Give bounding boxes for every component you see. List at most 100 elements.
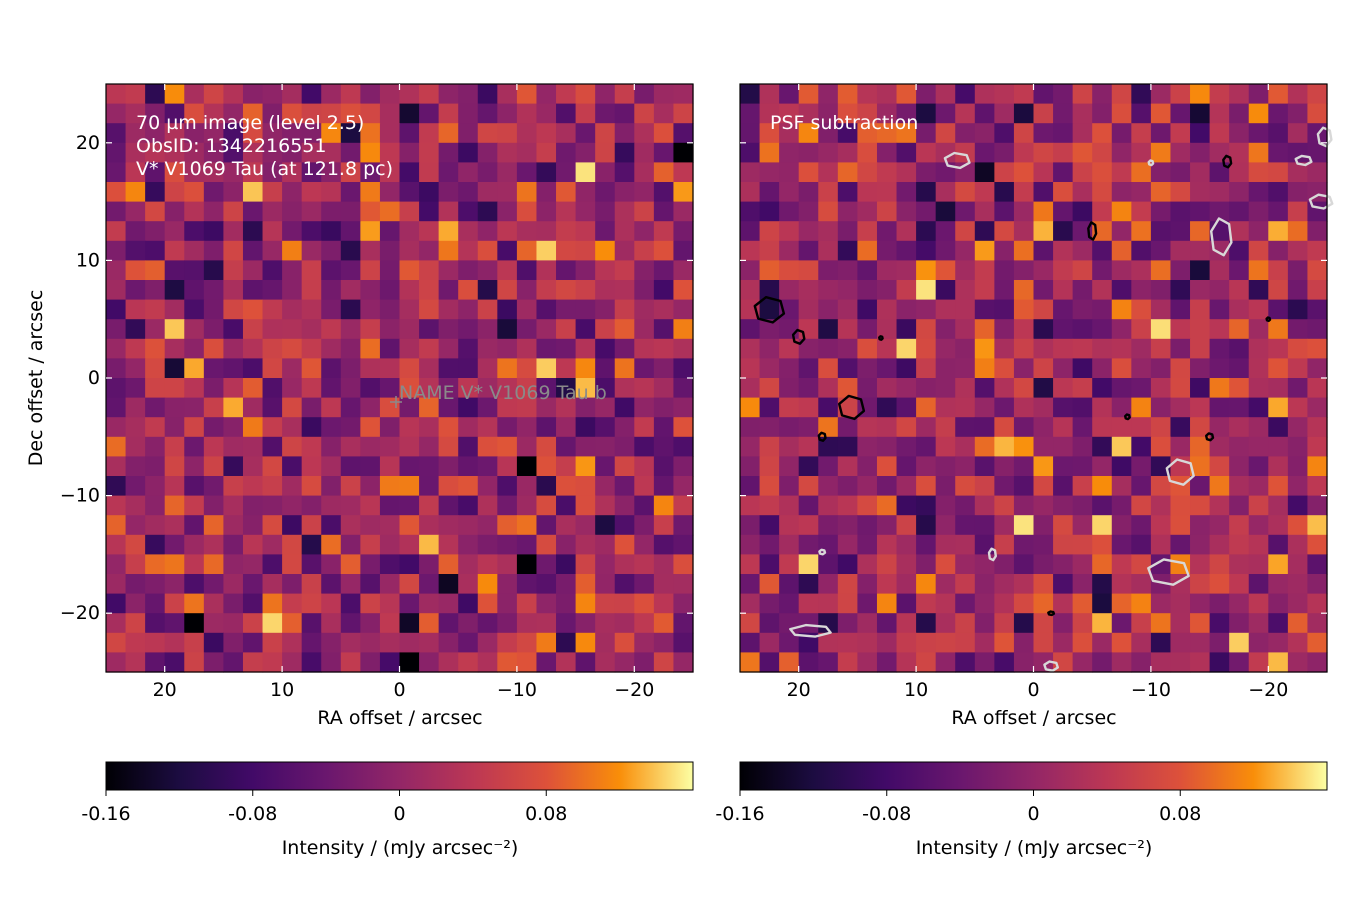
heatmap-cell: [935, 319, 956, 340]
heatmap-cell: [360, 495, 381, 516]
heatmap-cell: [145, 534, 166, 555]
heatmap-cell: [203, 182, 224, 203]
heatmap-cell: [837, 221, 858, 242]
heatmap-cell: [1092, 534, 1113, 555]
heatmap-cell: [1072, 593, 1093, 614]
heatmap-cell: [438, 319, 459, 340]
heatmap-cell: [575, 201, 596, 222]
heatmap-cell: [1131, 652, 1152, 673]
heatmap-cell: [1190, 201, 1211, 222]
heatmap-cell: [896, 632, 917, 653]
heatmap-cell: [798, 534, 819, 555]
heatmap-cell: [759, 397, 780, 418]
heatmap-cell: [837, 142, 858, 163]
heatmap-cell: [516, 554, 538, 575]
heatmap-cell: [818, 201, 839, 222]
heatmap-cell: [399, 632, 420, 653]
heatmap-cell: [360, 534, 381, 555]
heatmap-cell: [282, 240, 303, 261]
heatmap-cell: [1287, 182, 1309, 203]
heatmap-cell: [399, 476, 420, 497]
heatmap-cell: [516, 201, 538, 222]
heatmap-cell: [974, 103, 995, 124]
heatmap-cell: [1111, 201, 1132, 222]
heatmap-cell: [497, 456, 518, 477]
heatmap-cell: [779, 554, 800, 575]
heatmap-cell: [516, 593, 538, 614]
heatmap-cell: [242, 593, 264, 614]
heatmap-cell: [145, 436, 166, 457]
heatmap-cell: [516, 495, 538, 516]
heatmap-cell: [301, 221, 322, 242]
heatmap-cell: [340, 280, 361, 301]
heatmap-cell: [857, 319, 878, 340]
heatmap-cell: [262, 476, 283, 497]
heatmap-cell: [1190, 260, 1211, 281]
heatmap-cell: [916, 221, 937, 242]
heatmap-cell: [779, 593, 800, 614]
heatmap-cell: [595, 397, 616, 418]
heatmap-cell: [360, 201, 381, 222]
heatmap-cell: [1170, 417, 1191, 438]
heatmap-cell: [164, 103, 185, 124]
heatmap-cell: [673, 456, 694, 477]
heatmap-cell: [1072, 534, 1093, 555]
heatmap-cell: [106, 319, 127, 340]
heatmap-cell: [1092, 221, 1113, 242]
heatmap-cell: [458, 632, 479, 653]
heatmap-cell: [653, 221, 675, 242]
heatmap-cell: [419, 221, 440, 242]
heatmap-cell: [614, 613, 635, 634]
heatmap-cell: [1307, 476, 1328, 497]
heatmap-cell: [759, 515, 780, 536]
heatmap-cell: [1053, 358, 1074, 379]
heatmap-cell: [1209, 515, 1230, 536]
heatmap-cell: [1150, 182, 1172, 203]
heatmap-cell: [1131, 299, 1152, 320]
heatmap-cell: [399, 554, 420, 575]
heatmap-cell: [818, 280, 839, 301]
heatmap-cell: [673, 123, 694, 144]
heatmap-cell: [818, 123, 839, 144]
negative-contour: [1316, 126, 1333, 148]
heatmap-cell: [340, 103, 361, 124]
heatmap-cell: [556, 456, 577, 477]
heatmap-cell: [1111, 534, 1132, 555]
heatmap-cell: [1111, 397, 1132, 418]
heatmap-cell: [935, 554, 956, 575]
positive-contour: [1204, 432, 1215, 442]
heatmap-cell: [106, 632, 127, 653]
heatmap-cell: [419, 201, 440, 222]
heatmap-cell: [145, 162, 166, 183]
heatmap-cell: [1190, 84, 1211, 105]
heatmap-cell: [759, 593, 780, 614]
annotation-line-3: V* V1069 Tau (at 121.8 pc): [136, 158, 393, 180]
heatmap-cell: [1092, 103, 1113, 124]
heatmap-cell: [556, 574, 577, 595]
heatmap-cell: [340, 534, 361, 555]
heatmap-cell: [634, 417, 655, 438]
heatmap-cell: [1072, 378, 1093, 399]
ticks-right: 20 10 0 −10 −20: [740, 84, 1327, 701]
heatmap-cell: [242, 515, 264, 536]
heatmap-cell: [935, 613, 956, 634]
heatmap-cell: [759, 299, 780, 320]
heatmap-cell: [301, 476, 322, 497]
heatmap-cell: [1033, 476, 1054, 497]
heatmap-cell: [1150, 280, 1172, 301]
heatmap-cell: [1229, 142, 1250, 163]
heatmap-cell: [379, 280, 401, 301]
heatmap-cell: [740, 142, 761, 163]
heatmap-cell: [360, 319, 381, 340]
heatmap-cell: [164, 515, 185, 536]
heatmap-cell: [575, 299, 596, 320]
heatmap-cell: [536, 280, 557, 301]
heatmap-cell: [419, 240, 440, 261]
heatmap-cell: [818, 613, 839, 634]
heatmap-cell: [759, 574, 780, 595]
heatmap-cell: [994, 632, 1015, 653]
heatmap-cell: [896, 397, 917, 418]
heatmap-cell: [1229, 182, 1250, 203]
heatmap-cell: [262, 280, 283, 301]
heatmap-cell: [184, 299, 205, 320]
